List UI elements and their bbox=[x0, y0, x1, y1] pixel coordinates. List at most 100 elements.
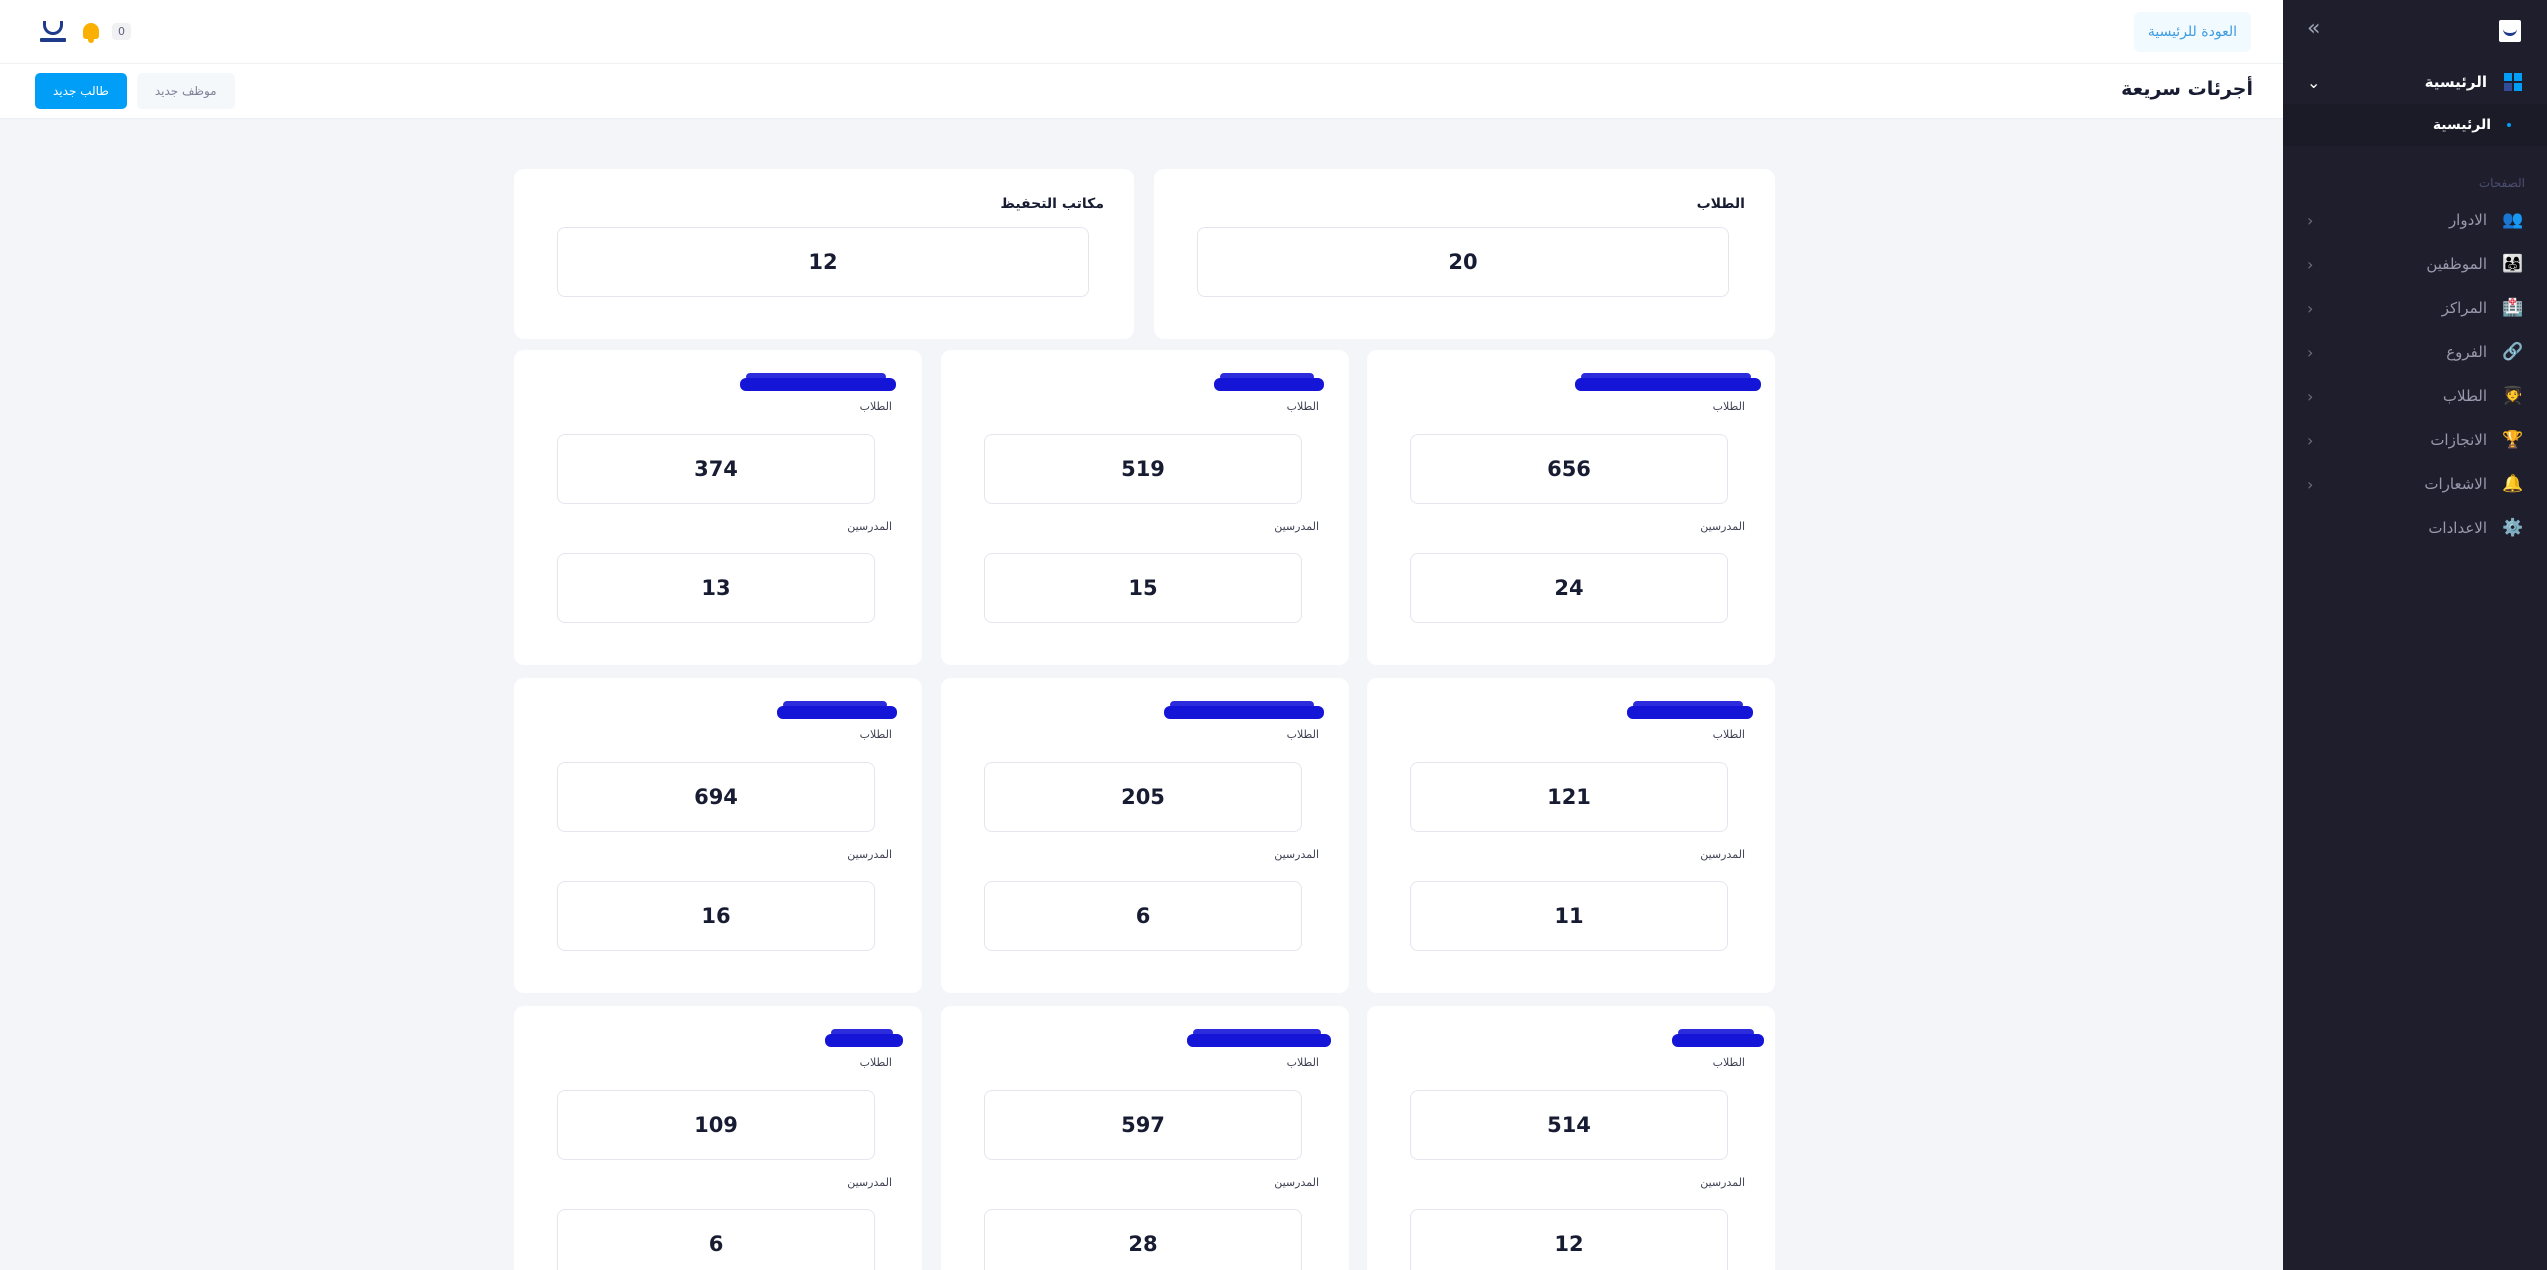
teachers-label: المدرسين bbox=[847, 848, 892, 861]
sidebar-item-label: الطلاب bbox=[2442, 387, 2487, 405]
back-home-button[interactable]: العودة للرئيسية bbox=[2133, 12, 2251, 52]
teachers-count: 6 bbox=[984, 881, 1302, 951]
redacted-center-name bbox=[740, 373, 896, 391]
teachers-label: المدرسين bbox=[847, 1176, 892, 1189]
teachers-label: المدرسين bbox=[1700, 1176, 1745, 1189]
card-title: الطلاب bbox=[1696, 196, 1745, 212]
teachers-label: المدرسين bbox=[1274, 848, 1319, 861]
sidebar-item-label: الادوار bbox=[2448, 211, 2487, 229]
center-card: الطلاب 205 المدرسين 6 bbox=[941, 678, 1349, 993]
center-card: الطلاب 109 المدرسين 6 bbox=[514, 1006, 922, 1270]
app-logo[interactable] bbox=[36, 14, 70, 48]
toolbar: أجرئات سريعة طالب جديد موظف جديد bbox=[0, 64, 2283, 119]
teachers-count: 24 bbox=[1410, 553, 1728, 623]
teachers-label: المدرسين bbox=[1274, 520, 1319, 533]
settings-icon: ⚙️ bbox=[2502, 518, 2524, 538]
chevron-down-icon: ⌄ bbox=[2307, 72, 2321, 92]
students-label: الطلاب bbox=[1286, 1056, 1319, 1069]
center-card: الطلاب 694 المدرسين 16 bbox=[514, 678, 922, 993]
bell-icon[interactable] bbox=[80, 20, 102, 43]
sidebar-item-achievements[interactable]: 🏆 الانجازات ‹ bbox=[2283, 418, 2547, 462]
sidebar-item-home[interactable]: الرئيسية ⌄ bbox=[2283, 60, 2547, 104]
chevron-left-icon: ‹ bbox=[2307, 386, 2314, 406]
sidebar-section-label: الصفحات bbox=[2478, 176, 2525, 190]
students-label: الطلاب bbox=[859, 1056, 892, 1069]
teachers-count: 13 bbox=[557, 553, 875, 623]
sidebar-item-roles[interactable]: 👥 الادوار ‹ bbox=[2283, 198, 2547, 242]
sidebar-item-centers[interactable]: 🏥 المراكز ‹ bbox=[2283, 286, 2547, 330]
sidebar-item-employees[interactable]: 👨‍👩‍👧 الموظفين ‹ bbox=[2283, 242, 2547, 286]
chevron-left-icon: ‹ bbox=[2307, 210, 2314, 230]
sidebar-item-label: الانجازات bbox=[2430, 431, 2487, 449]
redacted-center-name bbox=[1672, 1029, 1764, 1047]
employees-icon: 👨‍👩‍👧 bbox=[2502, 254, 2524, 274]
redacted-center-name bbox=[1575, 373, 1761, 391]
chevron-left-icon: ‹ bbox=[2307, 474, 2314, 494]
teachers-count: 11 bbox=[1410, 881, 1728, 951]
sidebar-header: » bbox=[2283, 0, 2547, 60]
center-card: الطلاب 374 المدرسين 13 bbox=[514, 350, 922, 665]
students-label: الطلاب bbox=[1286, 400, 1319, 413]
sidebar-item-notifications[interactable]: 🔔 الاشعارات ‹ bbox=[2283, 462, 2547, 506]
students-count: 109 bbox=[557, 1090, 875, 1160]
redacted-center-name bbox=[777, 701, 897, 719]
students-label: الطلاب bbox=[1712, 728, 1745, 741]
chevron-left-icon: ‹ bbox=[2307, 430, 2314, 450]
center-card: الطلاب 597 المدرسين 28 bbox=[941, 1006, 1349, 1270]
header-tools: 0 bbox=[36, 14, 131, 48]
teachers-count: 15 bbox=[984, 553, 1302, 623]
sidebar-item-settings[interactable]: ⚙️ الاعدادات bbox=[2283, 506, 2547, 550]
teachers-label: المدرسين bbox=[1700, 848, 1745, 861]
sidebar-item-label: الموظفين bbox=[2426, 255, 2487, 273]
sidebar-item-label: الاشعارات bbox=[2424, 475, 2487, 493]
students-count: 121 bbox=[1410, 762, 1728, 832]
sidebar-item-students[interactable]: 🧑‍🎓 الطلاب ‹ bbox=[2283, 374, 2547, 418]
teachers-label: المدرسين bbox=[1274, 1176, 1319, 1189]
summary-value-students: 20 bbox=[1197, 227, 1729, 297]
achievements-icon: 🏆 bbox=[2502, 430, 2524, 450]
main-content: الطلاب 20 مكاتب التحفيظ 12 الطلاب 656 ال… bbox=[0, 119, 2283, 1270]
roles-icon: 👥 bbox=[2502, 210, 2524, 230]
students-label: الطلاب bbox=[859, 728, 892, 741]
chevron-left-icon: ‹ bbox=[2307, 254, 2314, 274]
summary-card-students: الطلاب 20 bbox=[1154, 169, 1775, 339]
toolbar-actions: طالب جديد موظف جديد bbox=[35, 73, 235, 109]
teachers-label: المدرسين bbox=[847, 520, 892, 533]
sidebar-item-label: الفروع bbox=[2446, 343, 2487, 361]
new-employee-button[interactable]: موظف جديد bbox=[136, 73, 235, 109]
teachers-count: 16 bbox=[557, 881, 875, 951]
teachers-count: 28 bbox=[984, 1209, 1302, 1270]
chevron-left-icon: ‹ bbox=[2307, 298, 2314, 318]
sidebar-item-label: الرئيسية bbox=[2424, 73, 2487, 91]
sidebar-subitem-label: الرئيسية bbox=[2432, 117, 2491, 133]
sidebar-item-label: المراكز bbox=[2441, 299, 2487, 317]
students-count: 597 bbox=[984, 1090, 1302, 1160]
teachers-count: 12 bbox=[1410, 1209, 1728, 1270]
sidebar-item-branches[interactable]: 🔗 الفروع ‹ bbox=[2283, 330, 2547, 374]
students-label: الطلاب bbox=[1712, 400, 1745, 413]
page-title: أجرئات سريعة bbox=[2121, 78, 2253, 100]
notifications-icon: 🔔 bbox=[2502, 474, 2524, 494]
summary-card-offices: مكاتب التحفيظ 12 bbox=[514, 169, 1134, 339]
students-label: الطلاب bbox=[859, 400, 892, 413]
sidebar-logo[interactable] bbox=[2499, 20, 2521, 42]
sidebar-toggle-icon[interactable]: » bbox=[2307, 16, 2321, 41]
notification-count-badge: 0 bbox=[112, 22, 131, 40]
sidebar-subitem-home[interactable]: الرئيسية bbox=[2283, 104, 2547, 146]
branches-icon: 🔗 bbox=[2502, 342, 2524, 362]
summary-value-offices: 12 bbox=[557, 227, 1089, 297]
students-count: 519 bbox=[984, 434, 1302, 504]
students-count: 694 bbox=[557, 762, 875, 832]
sidebar: » الرئيسية ⌄ الرئيسية الصفحات 👥 الادوار … bbox=[2283, 0, 2547, 1270]
center-card: الطلاب 656 المدرسين 24 bbox=[1367, 350, 1775, 665]
card-title: مكاتب التحفيظ bbox=[1000, 196, 1104, 212]
students-icon: 🧑‍🎓 bbox=[2502, 386, 2524, 406]
students-count: 656 bbox=[1410, 434, 1728, 504]
students-label: الطلاب bbox=[1712, 1056, 1745, 1069]
students-count: 374 bbox=[557, 434, 875, 504]
students-count: 514 bbox=[1410, 1090, 1728, 1160]
students-label: الطلاب bbox=[1286, 728, 1319, 741]
new-student-button[interactable]: طالب جديد bbox=[35, 73, 127, 109]
students-count: 205 bbox=[984, 762, 1302, 832]
teachers-count: 6 bbox=[557, 1209, 875, 1270]
